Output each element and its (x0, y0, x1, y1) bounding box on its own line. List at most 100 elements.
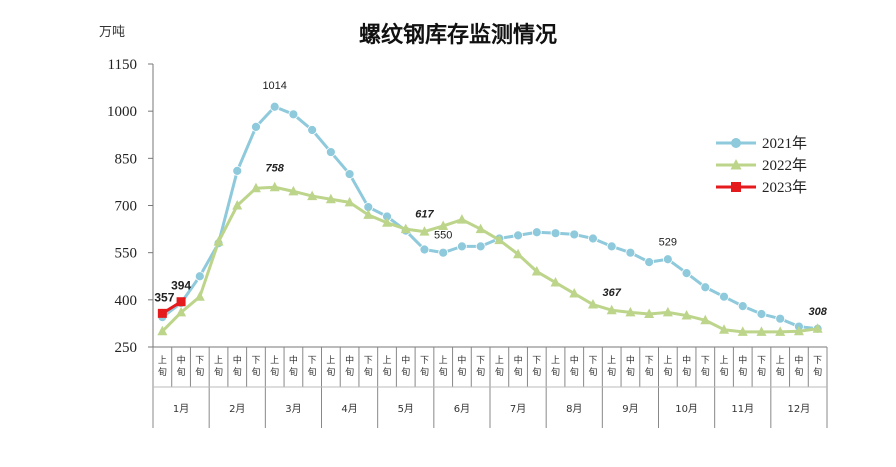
series-line (161, 185, 818, 334)
data-point (494, 234, 505, 245)
x-sub-label: 上旬 (663, 355, 672, 378)
x-month-label: 10月 (675, 403, 698, 415)
data-point (269, 101, 280, 112)
data-point (344, 169, 355, 179)
data-point (344, 196, 355, 207)
x-sub-label: 下旬 (195, 356, 204, 378)
data-point (382, 217, 393, 227)
data-point (681, 310, 692, 320)
x-sub-label: 中旬 (401, 354, 410, 378)
data-label: 617 (415, 209, 434, 221)
series-layer (157, 101, 823, 336)
data-point (587, 299, 598, 309)
data-point (569, 288, 580, 298)
data-point (475, 241, 486, 252)
data-point (438, 220, 449, 230)
data-point (457, 241, 467, 252)
x-month-label: 11月 (731, 403, 754, 415)
data-label: 367 (603, 287, 622, 299)
x-sub-label: 中旬 (514, 354, 523, 378)
data-point (793, 325, 804, 336)
data-point (775, 326, 786, 336)
data-point (250, 182, 261, 193)
legend-label: 2022年 (762, 157, 807, 174)
data-point (531, 227, 542, 238)
data-point (625, 306, 636, 317)
y-tick-label: 400 (115, 293, 138, 309)
x-sub-label: 下旬 (420, 356, 429, 378)
data-point (550, 228, 561, 239)
x-sub-label: 上旬 (158, 355, 167, 378)
x-sub-label: 上旬 (776, 355, 785, 378)
legend-label: 2023年 (762, 179, 807, 196)
x-month-label: 7月 (510, 403, 526, 415)
data-point (662, 306, 673, 317)
y-tick-label: 1000 (107, 104, 137, 120)
data-point (550, 277, 561, 287)
x-month-label: 4月 (341, 403, 357, 415)
data-point (325, 193, 336, 204)
x-sub-label: 下旬 (476, 356, 485, 378)
data-point (569, 229, 580, 240)
data-label: 550 (434, 230, 452, 242)
data-point (419, 226, 430, 236)
data-point (662, 254, 673, 265)
data-point (531, 266, 542, 276)
data-point (812, 323, 823, 333)
data-label: 1014 (262, 80, 286, 92)
data-point (157, 325, 168, 336)
y-tick-label: 250 (115, 340, 138, 356)
data-label: 529 (659, 236, 677, 248)
data-point (363, 209, 374, 219)
data-point (176, 306, 187, 317)
data-point (775, 313, 786, 324)
data-point (400, 223, 411, 234)
x-month-label: 8月 (566, 403, 582, 415)
y-tick-label: 550 (115, 246, 138, 262)
data-point (288, 185, 299, 196)
x-sub-label: 上旬 (607, 355, 616, 378)
axes: 25040055070085010001150上旬中旬下旬上旬中旬下旬上旬中旬下… (107, 57, 828, 428)
legend-marker (731, 182, 741, 192)
data-point (194, 291, 205, 301)
x-sub-label: 中旬 (345, 354, 354, 378)
data-point (719, 291, 729, 302)
x-sub-label: 下旬 (701, 356, 710, 378)
legend-label: 2021年 (762, 135, 807, 152)
data-point (419, 244, 430, 255)
data-point (232, 166, 243, 176)
x-sub-label: 下旬 (757, 356, 766, 378)
x-sub-label: 中旬 (682, 354, 691, 378)
data-point (644, 257, 655, 268)
x-month-label: 6月 (454, 403, 470, 415)
data-point (213, 236, 224, 246)
x-sub-label: 上旬 (383, 355, 392, 378)
x-sub-label: 中旬 (738, 354, 747, 378)
data-point (700, 314, 711, 325)
data-label: 308 (808, 306, 827, 318)
x-sub-label: 上旬 (551, 355, 560, 378)
x-month-label: 12月 (788, 403, 811, 415)
data-point (307, 125, 318, 135)
data-point (756, 326, 767, 336)
x-sub-label: 下旬 (364, 356, 373, 378)
data-label: 394 (171, 279, 191, 293)
series-2 (157, 181, 823, 336)
data-point (625, 247, 636, 258)
data-point (606, 304, 617, 315)
data-point (737, 326, 748, 336)
data-point (288, 109, 299, 120)
x-sub-label: 上旬 (270, 355, 279, 378)
data-point (269, 181, 280, 192)
x-sub-label: 下旬 (813, 356, 822, 378)
x-sub-label: 上旬 (720, 355, 729, 378)
chart-title: 螺纹钢库存监测情况 (359, 22, 557, 48)
data-point (700, 282, 711, 293)
legend-marker (731, 138, 741, 148)
legend-item: 2021年 (716, 135, 807, 152)
data-point (176, 297, 186, 307)
data-point (307, 190, 318, 201)
legend-item: 2023年 (716, 179, 807, 196)
